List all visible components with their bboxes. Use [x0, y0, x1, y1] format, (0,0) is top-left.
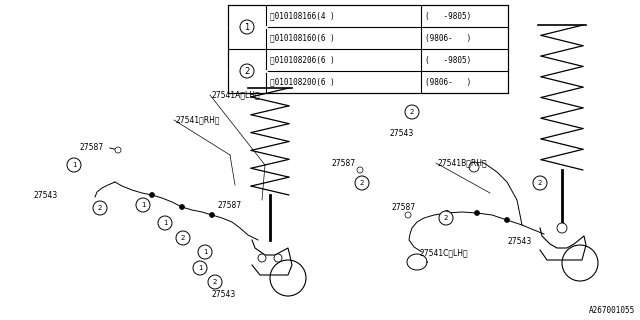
Bar: [228, 5, 508, 93]
Text: Ⓑ010108200(6 ): Ⓑ010108200(6 ): [270, 77, 335, 86]
Text: 27543: 27543: [508, 237, 532, 246]
Text: 27543: 27543: [212, 290, 236, 299]
Text: 1: 1: [203, 249, 207, 255]
Text: Ⓑ010108206(6 ): Ⓑ010108206(6 ): [270, 55, 335, 65]
Text: 27587: 27587: [80, 143, 104, 153]
Circle shape: [557, 223, 567, 233]
Circle shape: [469, 162, 479, 172]
Text: 27543: 27543: [390, 129, 414, 138]
Text: 2: 2: [98, 205, 102, 211]
Text: 1: 1: [198, 265, 202, 271]
Circle shape: [533, 176, 547, 190]
Circle shape: [240, 20, 254, 34]
Circle shape: [274, 254, 282, 262]
Text: (   -9805): ( -9805): [425, 55, 471, 65]
Text: 2: 2: [213, 279, 217, 285]
Text: 1: 1: [244, 22, 250, 31]
Text: 27541A〈LH〉: 27541A〈LH〉: [212, 91, 260, 100]
Text: 2: 2: [244, 67, 250, 76]
Circle shape: [193, 261, 207, 275]
Text: 27541B〈RH〉: 27541B〈RH〉: [438, 158, 488, 167]
Text: 27587: 27587: [332, 158, 356, 167]
Circle shape: [357, 167, 363, 173]
Circle shape: [355, 176, 369, 190]
Circle shape: [158, 216, 172, 230]
Circle shape: [198, 245, 212, 259]
Text: A267001055: A267001055: [589, 306, 635, 315]
Text: 27587: 27587: [392, 203, 416, 212]
Circle shape: [270, 260, 306, 296]
Circle shape: [439, 211, 453, 225]
Text: (9806-   ): (9806- ): [425, 34, 471, 43]
Circle shape: [209, 212, 214, 218]
Text: (9806-   ): (9806- ): [425, 77, 471, 86]
Text: Ⓑ010108166(4 ): Ⓑ010108166(4 ): [270, 12, 335, 20]
Circle shape: [240, 64, 254, 78]
Circle shape: [150, 193, 154, 197]
Text: 2: 2: [360, 180, 364, 186]
Circle shape: [136, 198, 150, 212]
Circle shape: [445, 211, 449, 215]
Text: 2: 2: [538, 180, 542, 186]
Text: 1: 1: [141, 202, 145, 208]
Circle shape: [93, 201, 107, 215]
Circle shape: [258, 254, 266, 262]
Circle shape: [562, 245, 598, 281]
Circle shape: [179, 204, 184, 210]
Text: 27541〈RH〉: 27541〈RH〉: [176, 116, 221, 124]
Circle shape: [405, 212, 411, 218]
Text: 27541C〈LH〉: 27541C〈LH〉: [420, 249, 468, 258]
Circle shape: [176, 231, 190, 245]
Text: (   -9805): ( -9805): [425, 12, 471, 20]
Text: 27543: 27543: [34, 191, 58, 201]
Circle shape: [67, 158, 81, 172]
Circle shape: [115, 147, 121, 153]
Circle shape: [474, 211, 479, 215]
Text: 27587: 27587: [218, 201, 242, 210]
Circle shape: [405, 105, 419, 119]
Text: 2: 2: [410, 109, 414, 115]
Text: 1: 1: [72, 162, 76, 168]
Text: 2: 2: [181, 235, 185, 241]
Text: 1: 1: [163, 220, 167, 226]
Circle shape: [208, 275, 222, 289]
Text: 2: 2: [444, 215, 448, 221]
Text: Ⓑ010108160(6 ): Ⓑ010108160(6 ): [270, 34, 335, 43]
Circle shape: [504, 218, 509, 222]
